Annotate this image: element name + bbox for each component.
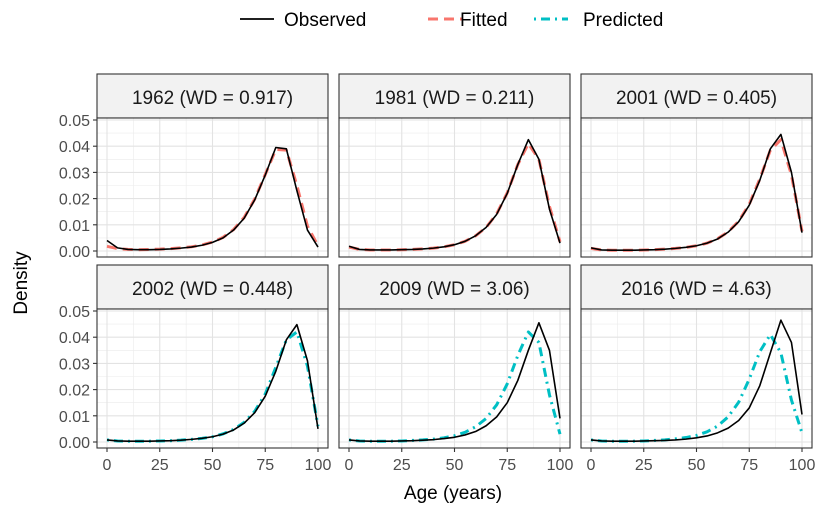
x-tick-label: 75 [740,457,758,474]
facet-strip [338,73,571,119]
series-line-observed [348,138,561,251]
facet-panels: 1962 (WD = 0.917) 0.00 0.01 0.02 0.03 0.04 0.0… [59,73,816,474]
x-tick-label: 0 [103,457,112,474]
legend: Observed Fitted Predicted [240,10,663,31]
legend-item-observed: Observed [240,10,366,31]
y-tick-label: 0.04 [59,139,90,156]
x-axis-title: Age (years) [404,483,502,504]
series-line-observed [348,321,561,443]
facet-panel-2: 1981 (WD = 0.211) [338,73,571,258]
y-tick-label: 0.00 [59,435,90,452]
x-tick-label: 25 [393,457,411,474]
x-tick-label: 75 [498,457,516,474]
x-tick-label: 25 [635,457,653,474]
x-tick-label: 0 [587,457,596,474]
y-axis-title: Density [11,251,32,315]
y-tick-label: 0.03 [59,356,90,373]
facet-strip [338,264,571,310]
facet-strip [580,73,813,119]
y-tick-label: 0.02 [59,192,90,209]
y-tick-label: 0.03 [59,165,90,182]
facet-title: 2002 (WD = 0.448) [132,279,293,300]
x-tick-label: 50 [204,457,222,474]
y-tick-label: 0.05 [59,113,90,130]
facet-title: 2016 (WD = 4.63) [621,279,772,300]
panel-border [96,117,329,258]
x-tick-label: 25 [151,457,169,474]
series-line-observed [106,323,319,443]
legend-label-observed: Observed [284,10,366,31]
y-tick-label: 0.05 [59,304,90,321]
series-line-observed [590,133,803,252]
facet-title: 2001 (WD = 0.405) [616,88,777,109]
y-tick-label: 0.04 [59,330,90,347]
facet-strip [96,73,329,119]
y-tick-label: 0.02 [59,383,90,400]
legend-item-predicted: Predicted [534,10,663,31]
panel-border [338,117,571,258]
x-tick-label: 100 [305,457,332,474]
series-line-observed [106,146,319,251]
x-tick-label: 0 [345,457,354,474]
x-tick-label: 100 [547,457,574,474]
facet-panel-1: 1962 (WD = 0.917) 0.00 0.01 0.02 0.03 0.04 0.0… [59,73,329,261]
facet-title: 1981 (WD = 0.211) [375,88,535,109]
y-tick-label: 0.01 [59,218,90,235]
x-tick-label: 75 [256,457,274,474]
facet-title: 1962 (WD = 0.917) [132,88,293,109]
legend-item-fitted: Fitted [428,10,508,31]
x-tick-label: 100 [789,457,816,474]
x-tick-label: 50 [446,457,464,474]
facet-panel-3: 2001 (WD = 0.405) [580,73,813,258]
series-line-observed [590,319,803,443]
y-tick-label: 0.00 [59,244,90,261]
facet-panel-5: 2009 (WD = 3.06) 0 25 50 75 100 [338,264,574,474]
x-tick-label: 50 [688,457,706,474]
facet-panel-4: 2002 (WD = 0.448) 0.00 0.01 0.02 0.03 0.04 0.0… [59,264,332,474]
y-tick-label: 0.01 [59,409,90,426]
facet-panel-6: 2016 (WD = 4.63) 0 25 50 75 100 [580,264,816,474]
facet-title: 2009 (WD = 3.06) [379,279,530,300]
legend-label-fitted: Fitted [460,10,508,31]
panel-border [580,117,813,258]
legend-label-predicted: Predicted [583,10,663,31]
